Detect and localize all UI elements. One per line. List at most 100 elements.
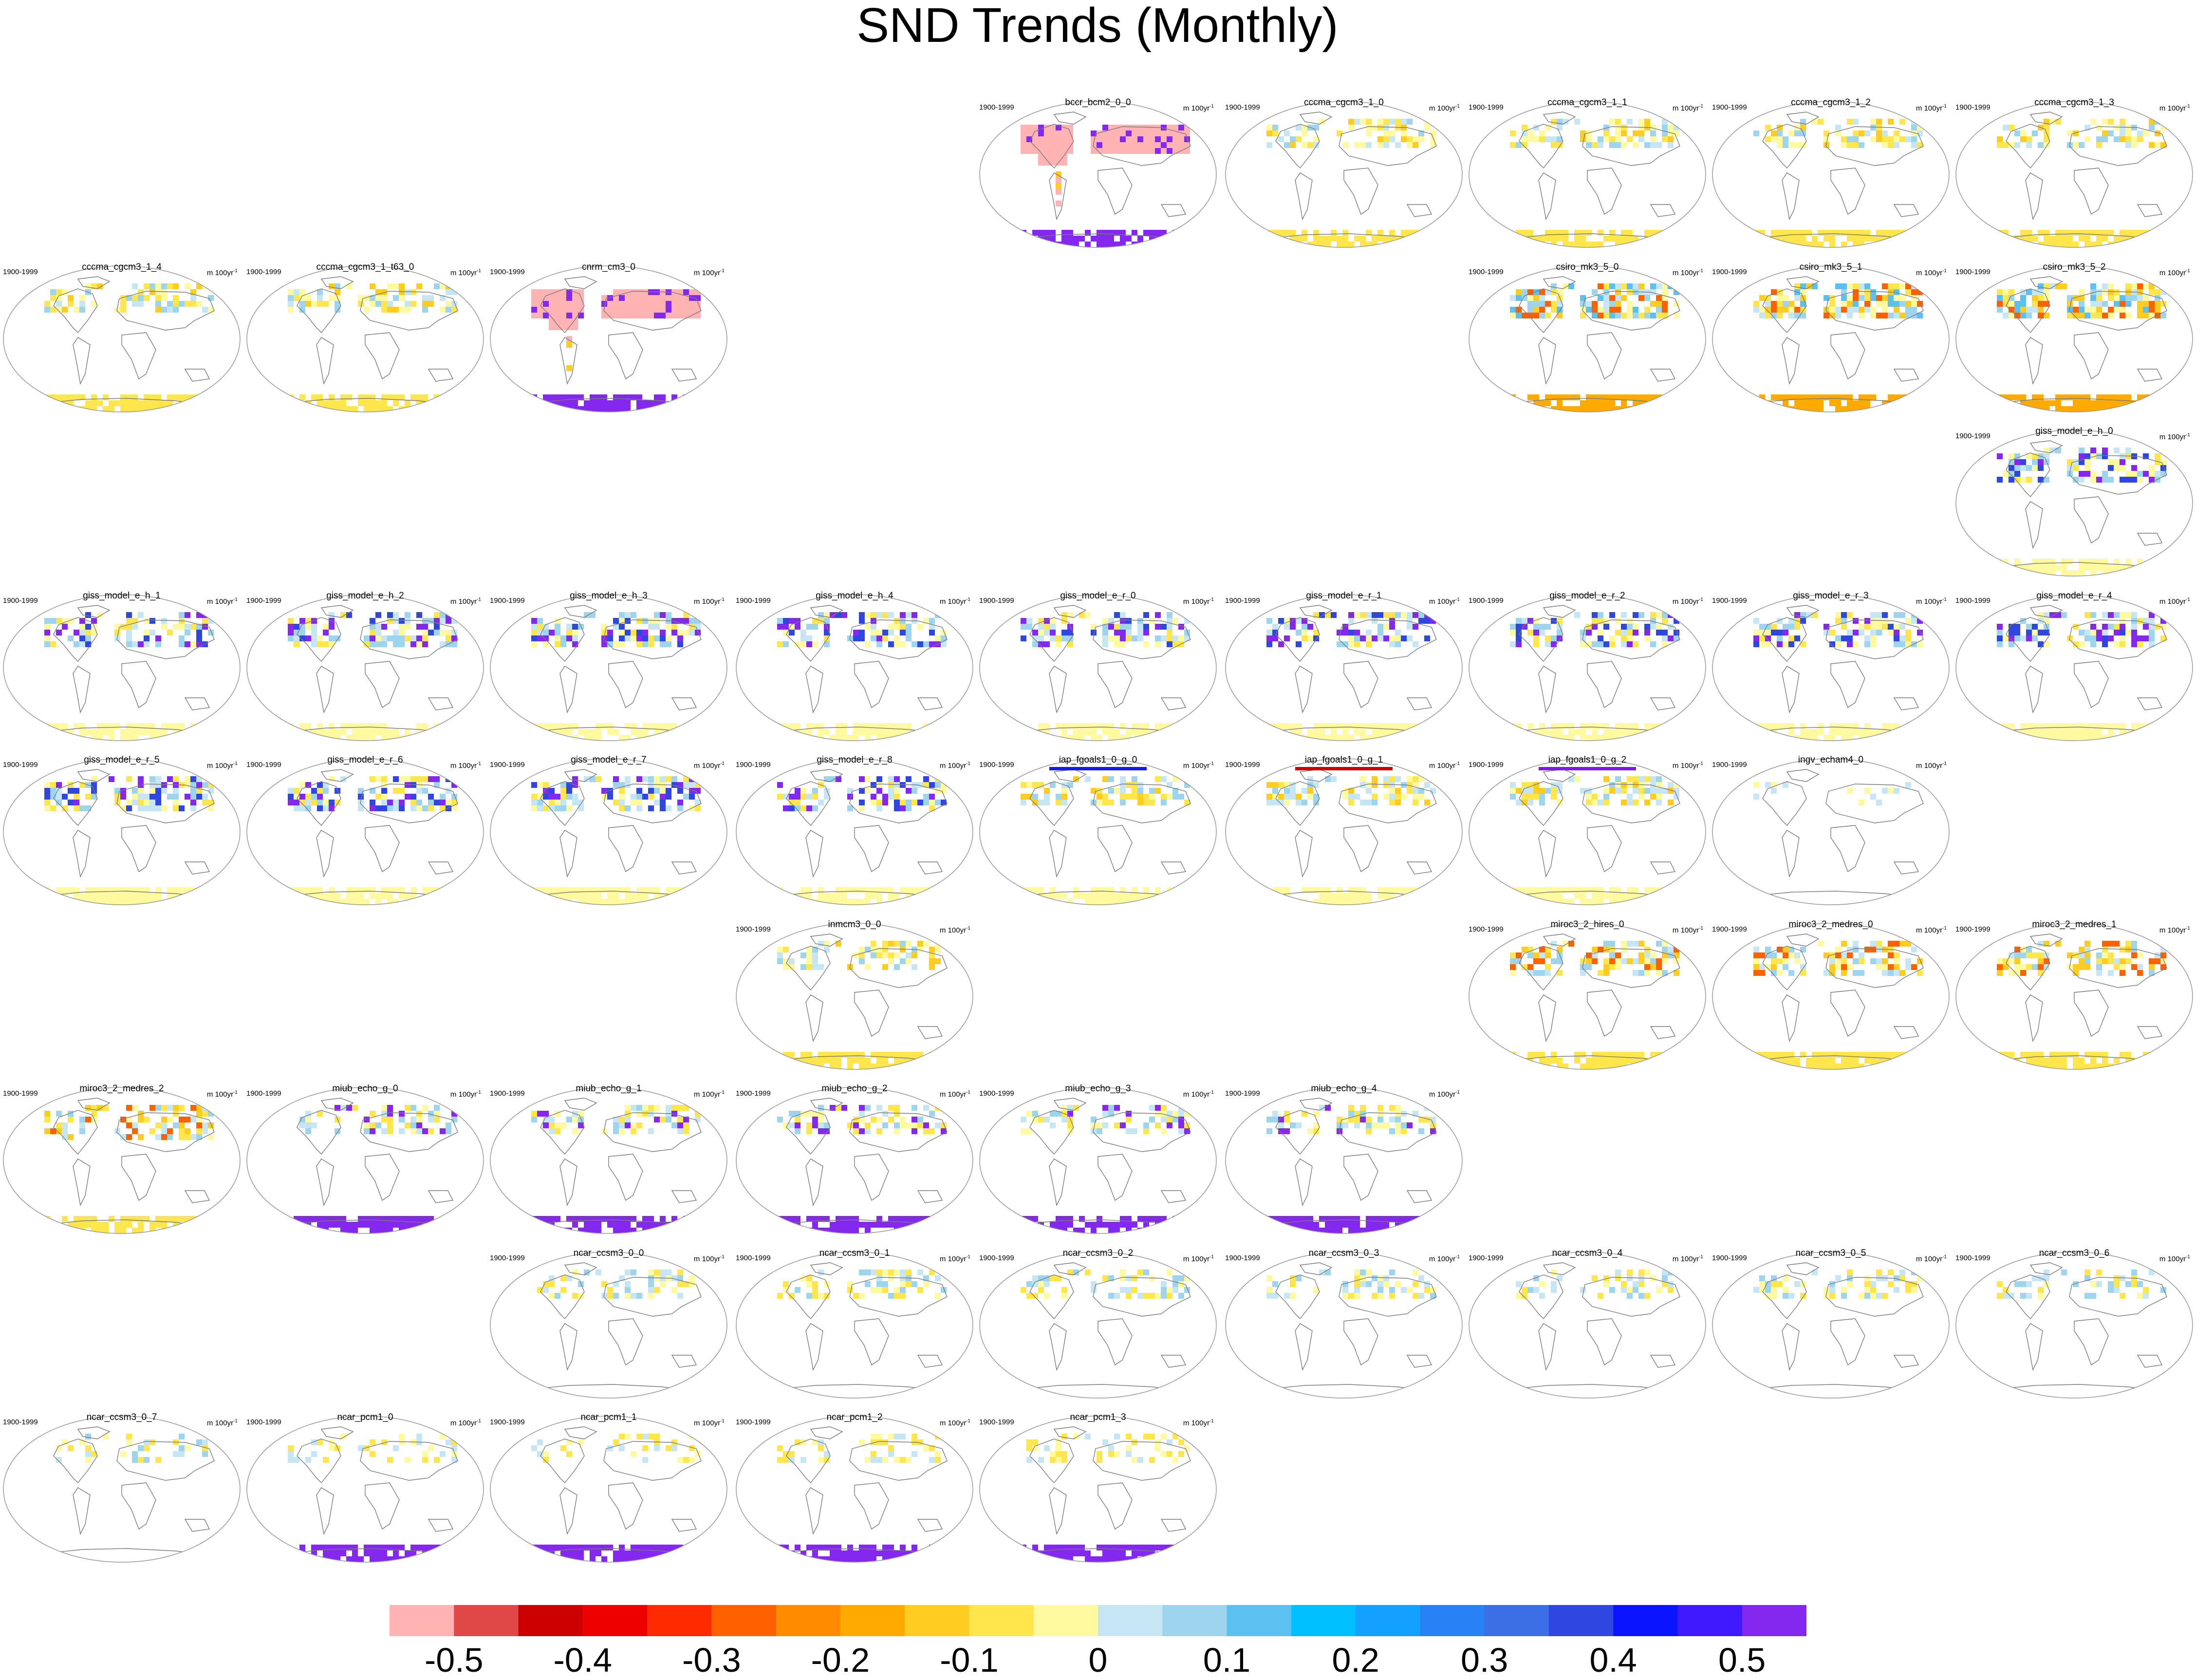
panel-title: iap_fgoals1_0_g_0 [1059, 755, 1137, 765]
panel-unit-label: m 100yr-1 [1183, 104, 1214, 112]
colorbar-tick-label: -0.5 [424, 1641, 484, 1679]
panel-title: miroc3_2_medres_2 [79, 1083, 164, 1094]
panel-map [490, 1416, 727, 1563]
panel-period-label: 1900-1999 [1712, 597, 1747, 605]
panel-unit-label: m 100yr-1 [2159, 926, 2190, 934]
panel-title: giss_model_e_r_2 [1549, 591, 1625, 601]
panel-title: cccma_cgcm3_1_0 [1304, 97, 1384, 108]
panel-period-label: 1900-1999 [490, 1418, 525, 1426]
panel-unit-label: m 100yr-1 [450, 1090, 481, 1099]
panel-title: iap_fgoals1_0_g_1 [1304, 755, 1383, 765]
map-panel: ncar_ccsm3_0_1 1900-1999 m 100yr-1 [733, 1233, 976, 1399]
map-panel: miub_echo_g_4 1900-1999 m 100yr-1 [1222, 1069, 1466, 1234]
panel-unit-label: m 100yr-1 [939, 926, 970, 934]
panel-unit-label: m 100yr-1 [1916, 104, 1947, 112]
map-panel: cccma_cgcm3_1_2 1900-1999 m 100yr-1 [1709, 83, 1953, 248]
map-panel: ncar_pcm1_1 1900-1999 m 100yr-1 [487, 1398, 730, 1563]
panel-map [1469, 758, 1706, 905]
panel-title: cccma_cgcm3_1_4 [82, 262, 162, 272]
colorbar-swatch [1420, 1605, 1485, 1636]
panel-unit-label: m 100yr-1 [1429, 1090, 1460, 1099]
map-panel: iap_fgoals1_0_g_2 1900-1999 m 100yr-1 [1466, 740, 1709, 906]
panel-period-label: 1900-1999 [1712, 761, 1747, 769]
panel-unit-label: m 100yr-1 [1429, 597, 1460, 606]
panel-title: inmcm3_0_0 [828, 919, 881, 930]
map-panel: giss_model_e_r_0 1900-1999 m 100yr-1 [976, 576, 1220, 742]
colorbar-tick-label: 0.5 [1718, 1641, 1766, 1679]
panel-period-label: 1900-1999 [1225, 761, 1260, 769]
map-panel: miub_echo_g_2 1900-1999 m 100yr-1 [733, 1069, 976, 1234]
panel-title: giss_model_e_h_2 [326, 591, 404, 601]
map-panel: giss_model_e_h_0 1900-1999 m 100yr-1 [1953, 411, 2195, 577]
panel-unit-label: m 100yr-1 [1183, 761, 1214, 770]
map-panel: ncar_ccsm3_0_7 1900-1999 m 100yr-1 [0, 1398, 243, 1563]
panel-unit-label: m 100yr-1 [1429, 761, 1460, 770]
panel-map [736, 1416, 973, 1563]
map-panel: ncar_pcm1_0 1900-1999 m 100yr-1 [243, 1398, 487, 1563]
map-panel: giss_model_e_r_8 1900-1999 m 100yr-1 [733, 740, 976, 906]
panel-title: miub_echo_g_4 [1311, 1083, 1377, 1094]
panel-title: giss_model_e_r_8 [817, 755, 893, 765]
panel-unit-label: m 100yr-1 [1183, 1419, 1214, 1427]
panel-unit-label: m 100yr-1 [1672, 1254, 1703, 1263]
panel-period-label: 1900-1999 [979, 597, 1014, 605]
panel-unit-label: m 100yr-1 [450, 761, 481, 770]
panel-period-label: 1900-1999 [1469, 1254, 1504, 1262]
panel-period-label: 1900-1999 [3, 597, 38, 605]
panel-map [979, 758, 1217, 905]
panel-map [246, 594, 484, 741]
panel-map [1955, 594, 2193, 741]
colorbar-tick-label: 0 [1088, 1641, 1108, 1679]
panel-title: miroc3_2_medres_1 [2032, 919, 2117, 930]
colorbar-swatch [1613, 1605, 1678, 1636]
panel-title: ncar_ccsm3_0_2 [1062, 1248, 1134, 1258]
map-panel: miub_echo_g_1 1900-1999 m 100yr-1 [487, 1069, 730, 1234]
map-panel: giss_model_e_r_7 1900-1999 m 100yr-1 [487, 740, 730, 906]
colorbar-tick-label: -0.3 [682, 1641, 741, 1679]
map-panel: csiro_mk3_5_1 1900-1999 m 100yr-1 [1709, 247, 1953, 413]
panel-period-label: 1900-1999 [979, 1254, 1014, 1262]
panel-unit-label: m 100yr-1 [1672, 597, 1703, 606]
map-panel: giss_model_e_r_1 1900-1999 m 100yr-1 [1222, 576, 1466, 742]
panel-map [1955, 923, 2193, 1070]
colorbar-swatch [1162, 1605, 1228, 1636]
colorbar-swatch [905, 1605, 969, 1636]
panel-map [3, 265, 241, 412]
panel-period-label: 1900-1999 [1469, 925, 1504, 933]
panel-unit-label: m 100yr-1 [693, 1090, 725, 1099]
map-panel: miroc3_2_medres_2 1900-1999 m 100yr-1 [0, 1069, 243, 1234]
panel-map [1469, 1251, 1706, 1399]
panel-map [490, 1251, 727, 1399]
panel-map [1469, 101, 1706, 248]
panel-title: giss_model_e_r_3 [1793, 591, 1869, 601]
map-panel: csiro_mk3_5_0 1900-1999 m 100yr-1 [1466, 247, 1709, 413]
map-panel: ncar_pcm1_3 1900-1999 m 100yr-1 [976, 1398, 1220, 1563]
panel-period-label: 1900-1999 [490, 761, 525, 769]
panel-map [736, 1251, 973, 1399]
panel-unit-label: m 100yr-1 [2159, 432, 2190, 441]
colorbar-swatch [1742, 1605, 1806, 1636]
panel-title: iap_fgoals1_0_g_2 [1548, 755, 1627, 765]
colorbar-swatch [711, 1605, 777, 1636]
map-panel: csiro_mk3_5_2 1900-1999 m 100yr-1 [1953, 247, 2195, 413]
colorbar-tick-label: 0.2 [1332, 1641, 1379, 1679]
panel-unit-label: m 100yr-1 [1916, 1254, 1947, 1263]
panel-period-label: 1900-1999 [1955, 432, 1990, 440]
panel-period-label: 1900-1999 [1955, 597, 1990, 605]
panel-unit-label: m 100yr-1 [2159, 597, 2190, 606]
map-panel: miroc3_2_medres_0 1900-1999 m 100yr-1 [1709, 905, 1953, 1070]
panel-period-label: 1900-1999 [490, 268, 525, 276]
panel-title: giss_model_e_h_4 [816, 591, 893, 601]
panel-period-label: 1900-1999 [979, 1418, 1014, 1426]
panel-title: csiro_mk3_5_1 [1799, 262, 1862, 272]
panel-period-label: 1900-1999 [1225, 597, 1260, 605]
panel-map [979, 594, 1217, 741]
panel-map [246, 1087, 484, 1234]
panel-period-label: 1900-1999 [246, 268, 281, 276]
panel-map [1469, 265, 1706, 412]
colorbar-swatch [454, 1605, 519, 1636]
panel-title: bccr_bcm2_0_0 [1065, 97, 1131, 108]
panel-title: miroc3_2_hires_0 [1550, 919, 1624, 930]
panel-map [1469, 923, 1706, 1070]
colorbar-swatch [1677, 1605, 1743, 1636]
